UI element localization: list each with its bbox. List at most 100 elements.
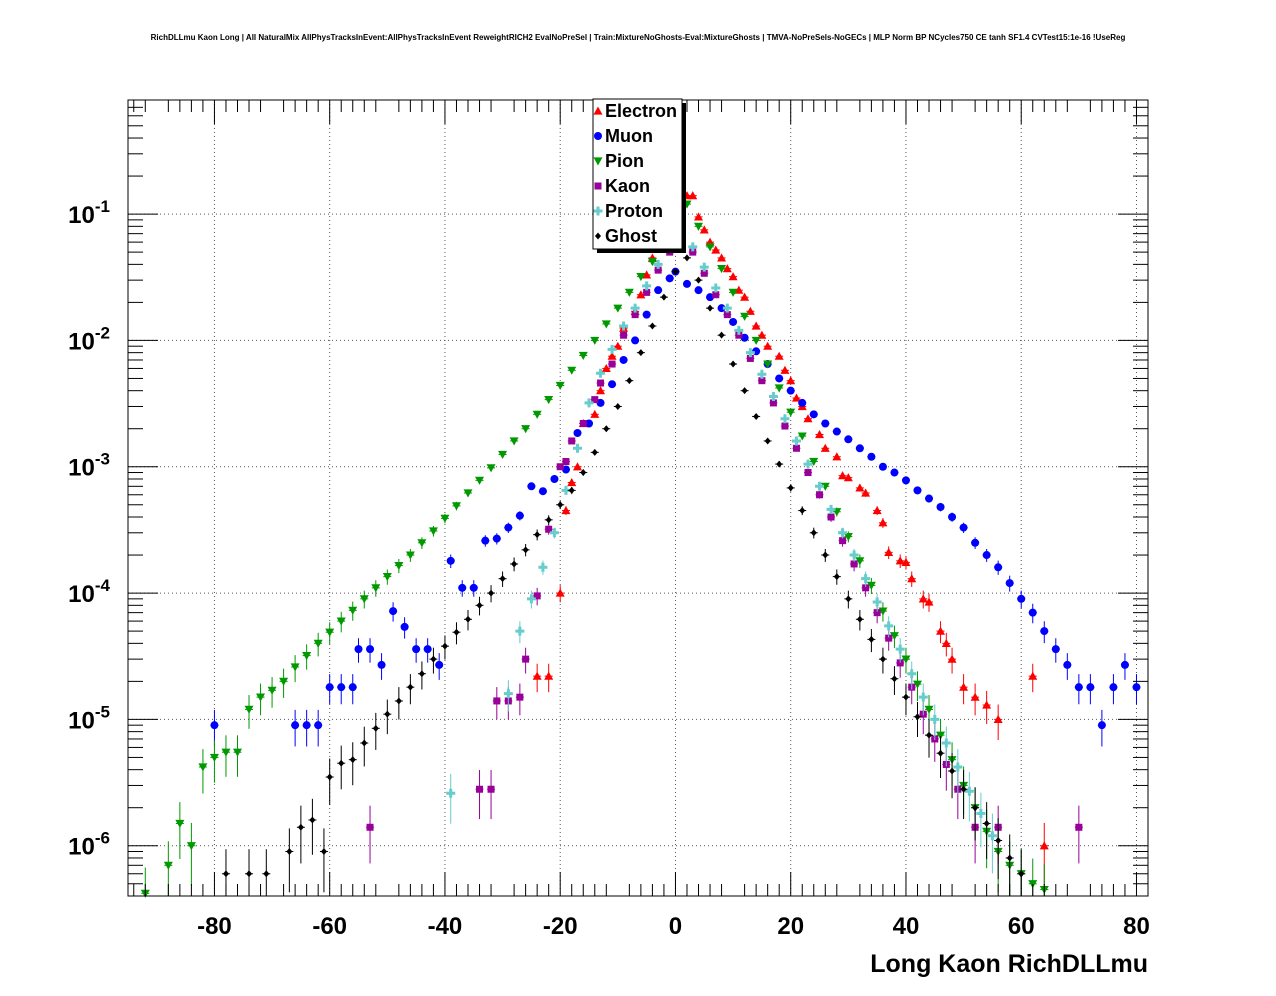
data-point	[550, 474, 559, 483]
x-tick-labels: -80 -60 -40 -20 0 20 40 60 80	[197, 913, 1150, 940]
data-point	[924, 597, 934, 606]
data-point	[694, 222, 704, 231]
data-point	[787, 484, 794, 492]
data-point	[337, 683, 346, 692]
data-point	[453, 628, 460, 636]
data-point	[325, 628, 335, 637]
data-point	[297, 823, 304, 831]
data-point	[803, 414, 813, 423]
data-point	[816, 491, 824, 499]
data-point	[672, 268, 679, 276]
data-point	[573, 428, 582, 437]
data-point	[838, 528, 848, 538]
data-point	[694, 286, 703, 295]
data-point	[707, 304, 714, 312]
data-point	[643, 288, 651, 296]
data-point	[279, 677, 289, 686]
data-point	[372, 724, 379, 732]
data-point	[175, 819, 185, 828]
data-point	[608, 380, 617, 389]
data-point	[896, 659, 904, 667]
data-point	[918, 594, 928, 603]
data-point	[654, 286, 663, 295]
data-point	[764, 437, 771, 445]
data-point	[504, 523, 513, 532]
data-point	[631, 336, 640, 345]
data-point	[699, 225, 709, 234]
data-point	[959, 682, 969, 691]
data-point	[758, 377, 766, 385]
x-tick-label: 60	[1008, 913, 1035, 940]
data-point	[244, 705, 254, 714]
data-point	[866, 581, 876, 590]
data-point	[613, 304, 623, 313]
data-point	[728, 272, 738, 281]
data-point	[901, 476, 910, 485]
series-proton	[446, 227, 997, 874]
data-point	[377, 660, 386, 669]
data-point	[511, 560, 518, 568]
data-point	[1017, 594, 1026, 603]
data-point	[522, 546, 529, 554]
data-point	[263, 870, 270, 878]
data-point	[221, 748, 231, 757]
data-point	[821, 419, 830, 428]
data-point	[694, 212, 704, 221]
data-point	[1051, 645, 1060, 654]
data-point	[603, 425, 610, 433]
data-point	[912, 680, 922, 689]
data-point	[959, 523, 968, 532]
x-tick-label: -60	[312, 913, 347, 940]
data-point	[163, 861, 173, 870]
x-tick-label: 0	[669, 913, 682, 940]
data-point	[717, 304, 726, 313]
data-point	[545, 525, 553, 533]
legend-label-electron: Electron	[605, 101, 677, 121]
data-point	[475, 476, 485, 485]
data-point	[993, 714, 1003, 724]
data-point	[861, 488, 871, 497]
data-point	[349, 756, 356, 764]
data-point	[503, 689, 513, 699]
data-point	[597, 379, 605, 387]
data-point	[995, 836, 1002, 844]
x-tick-label: 80	[1123, 913, 1150, 940]
data-point	[769, 399, 777, 407]
data-point	[982, 700, 992, 709]
data-point	[780, 414, 790, 424]
data-point	[718, 331, 725, 339]
data-point	[417, 539, 427, 548]
data-point	[534, 531, 541, 539]
data-point	[872, 597, 882, 607]
data-point	[972, 804, 979, 812]
data-point	[481, 536, 490, 545]
data-point	[578, 351, 588, 360]
data-point	[844, 435, 853, 444]
data-point	[320, 848, 327, 856]
x-axis-label: Long Kaon RichDLLmu	[870, 950, 1148, 978]
data-point	[290, 663, 300, 672]
data-point	[753, 412, 760, 420]
data-point	[832, 452, 842, 461]
data-point	[902, 693, 909, 701]
data-point	[476, 785, 484, 793]
x-tick-label: 40	[893, 913, 920, 940]
data-point	[757, 369, 767, 379]
data-point	[302, 651, 312, 661]
data-point	[730, 360, 737, 368]
data-point	[384, 710, 391, 718]
data-point	[822, 551, 829, 559]
data-point	[1063, 660, 1072, 669]
data-point	[815, 481, 825, 491]
data-point	[849, 550, 859, 560]
data-point	[532, 671, 542, 680]
data-point	[907, 574, 917, 583]
data-point	[949, 767, 956, 775]
data-point	[232, 748, 242, 757]
data-point	[561, 506, 571, 515]
legend-marker-pion	[593, 157, 603, 166]
data-point	[584, 398, 594, 408]
data-point	[810, 529, 817, 537]
data-point	[499, 575, 506, 583]
